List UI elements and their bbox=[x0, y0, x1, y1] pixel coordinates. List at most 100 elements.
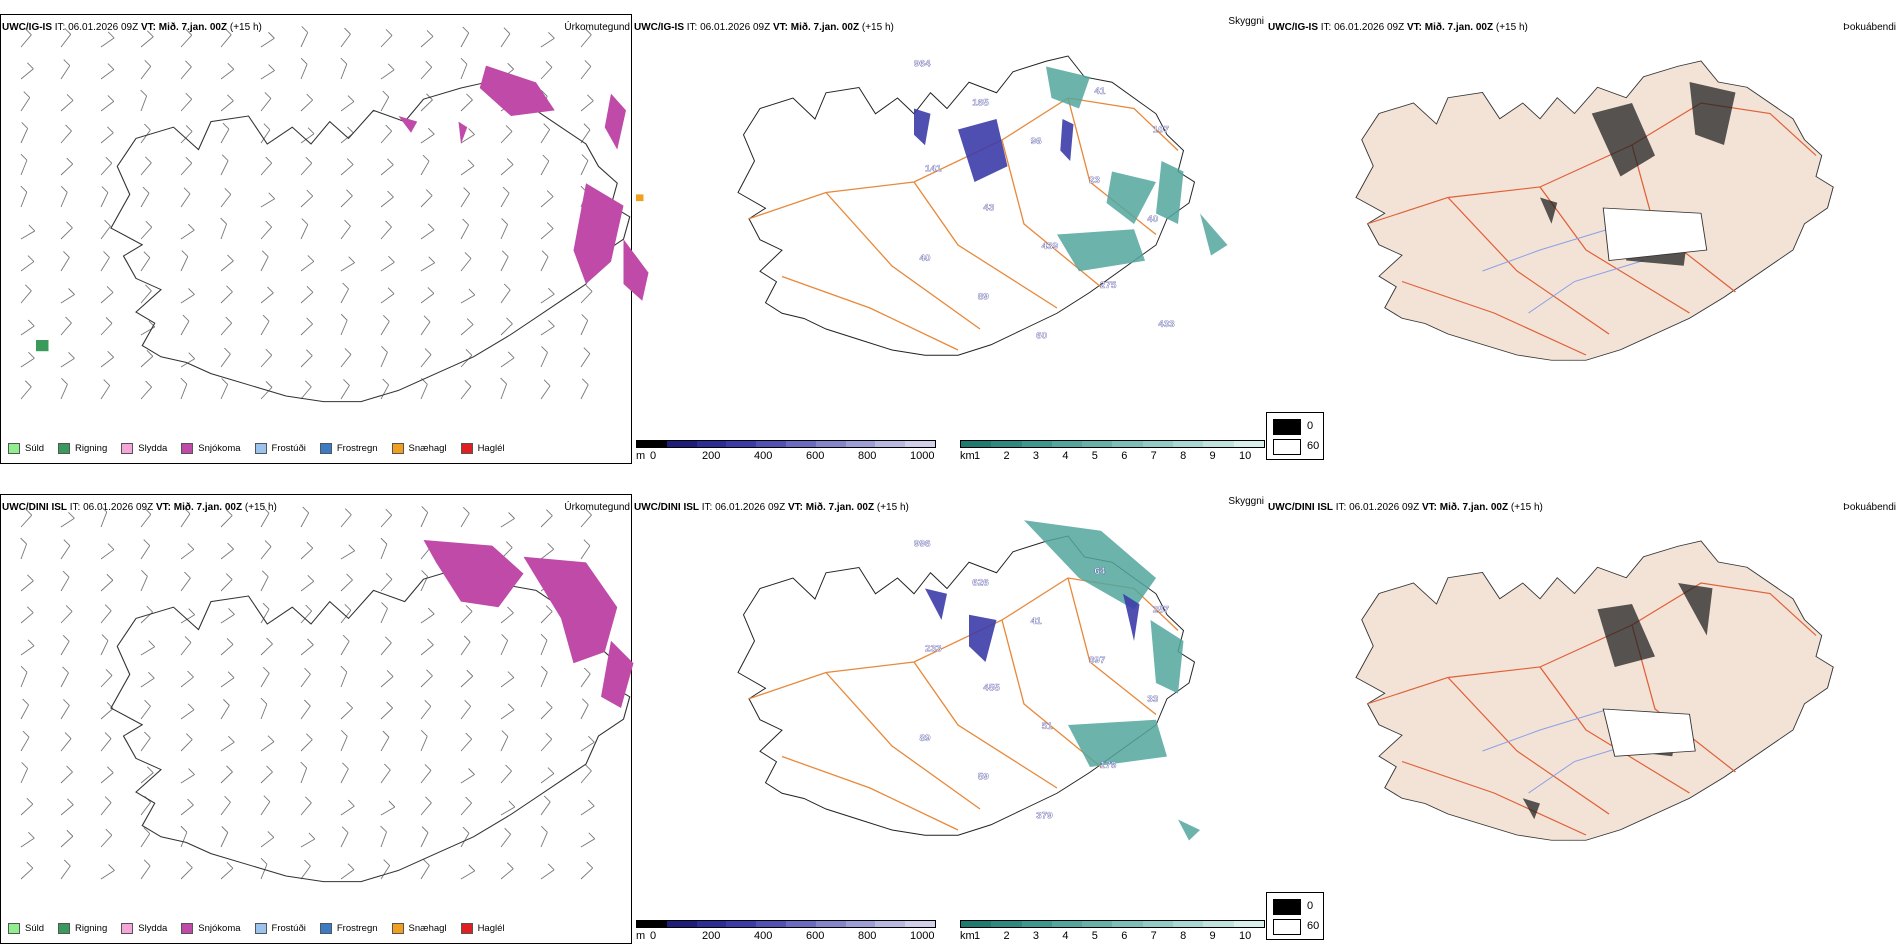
scale-color bbox=[961, 921, 992, 927]
visibility-area bbox=[1178, 819, 1200, 841]
scale-tick-label: 400 bbox=[754, 450, 773, 462]
fog-title: Þokuábendi bbox=[1843, 22, 1896, 33]
ceiling-scale-bar bbox=[636, 440, 936, 448]
model-name: UWC/DINI ISL bbox=[2, 502, 67, 513]
low-ceiling-area bbox=[1123, 593, 1140, 641]
fog-shading bbox=[1597, 604, 1655, 667]
legend-swatch bbox=[460, 923, 473, 934]
precip-type-map bbox=[20, 505, 634, 883]
fog-legend-label: 0 bbox=[1307, 900, 1314, 912]
init-time-value: 06.01.2026 09Z bbox=[83, 502, 154, 513]
scale-color bbox=[756, 441, 786, 447]
legend-item: Súld bbox=[8, 923, 44, 934]
scale-tick-label: 1000 bbox=[910, 930, 935, 942]
legend-item: Haglél bbox=[460, 923, 505, 934]
ceiling-value-label: 51 bbox=[1042, 721, 1054, 732]
ceiling-value-label: 64 bbox=[1094, 566, 1106, 577]
legend-swatch bbox=[391, 443, 404, 454]
init-time-value: 06.01.2026 09Z bbox=[1334, 22, 1405, 33]
scale-color bbox=[1082, 441, 1113, 447]
scale-color bbox=[666, 921, 697, 927]
scale-color bbox=[991, 921, 1022, 927]
precip-type-map bbox=[20, 26, 649, 403]
legend-item: Haglél bbox=[460, 443, 505, 454]
valid-time-label: VT: bbox=[1421, 502, 1437, 513]
scale-color bbox=[875, 441, 906, 447]
model-name: UWC/IG-IS bbox=[634, 22, 684, 33]
snow-area bbox=[604, 93, 626, 150]
legend-label: Snæhagl bbox=[408, 443, 447, 454]
panel-header: UWC/DINI ISL IT: 06.01.2026 09Z VT: Mið.… bbox=[2, 502, 277, 513]
scale-color bbox=[1173, 441, 1204, 447]
legend-label: Snæhagl bbox=[408, 923, 447, 934]
legend-item: Slydda bbox=[121, 923, 167, 934]
rain-area bbox=[36, 340, 49, 352]
init-time-value: 06.01.2026 09Z bbox=[700, 22, 771, 33]
ceiling-value-label: 41 bbox=[1031, 616, 1043, 627]
init-time-value: 06.01.2026 09Z bbox=[1349, 502, 1420, 513]
legend-swatch bbox=[58, 923, 71, 934]
glacier bbox=[1602, 708, 1696, 757]
low-ceiling-area bbox=[958, 119, 1008, 182]
ceiling-value-label: 40 bbox=[1147, 214, 1158, 225]
ceiling-value-label: 233 bbox=[925, 644, 942, 655]
ceiling-value-label: 165 bbox=[972, 98, 989, 109]
low-ceiling-area bbox=[1060, 119, 1074, 161]
scale-tick-label: 2 bbox=[1003, 930, 1010, 942]
legend-item: Snæhagl bbox=[391, 443, 447, 454]
legend-item: Rigning bbox=[58, 443, 107, 454]
legend-label: Súld bbox=[25, 443, 45, 454]
fog-shading bbox=[1689, 82, 1736, 145]
ceiling-value-label: 89 bbox=[978, 292, 990, 303]
precip-type-panel bbox=[0, 14, 632, 464]
iceland-coastline bbox=[1355, 540, 1834, 841]
scale-tick-label: 200 bbox=[702, 930, 721, 942]
fog-legend-swatch bbox=[1273, 919, 1301, 935]
scale-color bbox=[1021, 441, 1052, 447]
legend-label: Frostúði bbox=[271, 443, 306, 454]
fog-legend: 0 60 bbox=[1266, 892, 1324, 940]
scale-color bbox=[785, 441, 816, 447]
lead-time: (+15 h) bbox=[244, 502, 277, 513]
legend-swatch bbox=[319, 443, 332, 454]
precip-type-panel bbox=[0, 494, 632, 944]
precip-legend: Súld Rigning Slydda Snjókoma Frostúði Frostre… bbox=[8, 923, 519, 934]
scale-color bbox=[815, 921, 846, 927]
ceiling-value-label: 455 bbox=[983, 683, 1000, 694]
scale-color bbox=[1142, 921, 1174, 927]
fog-legend-label: 0 bbox=[1307, 420, 1314, 432]
legend-swatch bbox=[319, 923, 332, 934]
scale-color bbox=[1112, 921, 1143, 927]
scale-color bbox=[1051, 441, 1083, 447]
panel-header: UWC/IG-IS IT: 06.01.2026 09Z VT: Mið. 7.… bbox=[1268, 22, 1528, 33]
valid-time-value: Mið. 7.jan. 00Z bbox=[173, 502, 243, 513]
valid-time-label: VT: bbox=[1406, 22, 1422, 33]
ceiling-title: Skyggni bbox=[1228, 496, 1264, 507]
scale-tick-label: 5 bbox=[1091, 450, 1098, 462]
low-ceiling-area bbox=[925, 588, 947, 620]
legend-label: Frostregn bbox=[336, 923, 378, 934]
snow-area bbox=[479, 65, 555, 116]
panel-header: UWC/DINI ISL IT: 06.01.2026 09Z VT: Mið.… bbox=[1268, 502, 1543, 513]
scale-color bbox=[905, 921, 935, 927]
ceiling-value-label: 107 bbox=[1153, 125, 1169, 136]
low-ceiling-area bbox=[914, 108, 931, 146]
legend-item: Súld bbox=[8, 443, 44, 454]
scale-tick-label: 1 bbox=[974, 450, 981, 462]
visibility-area bbox=[1057, 229, 1145, 272]
scale-color bbox=[845, 441, 876, 447]
scale-color bbox=[696, 441, 727, 447]
valid-time-value: Mið. 7.jan. 00Z bbox=[1439, 502, 1509, 513]
visibility-area bbox=[1024, 520, 1156, 610]
snow-area bbox=[458, 121, 468, 144]
scale-tick-label: 10 bbox=[1239, 450, 1252, 462]
scale-tick-label: 7 bbox=[1150, 450, 1157, 462]
scale-color bbox=[637, 441, 667, 447]
legend-label: Haglél bbox=[477, 923, 505, 934]
scale-color bbox=[815, 441, 846, 447]
valid-time-value: Mið. 7.jan. 00Z bbox=[805, 502, 875, 513]
legend-label: Súld bbox=[25, 923, 45, 934]
init-time-value: 06.01.2026 09Z bbox=[715, 502, 786, 513]
init-time-value: 06.01.2026 09Z bbox=[68, 22, 139, 33]
road-network bbox=[748, 577, 1179, 831]
